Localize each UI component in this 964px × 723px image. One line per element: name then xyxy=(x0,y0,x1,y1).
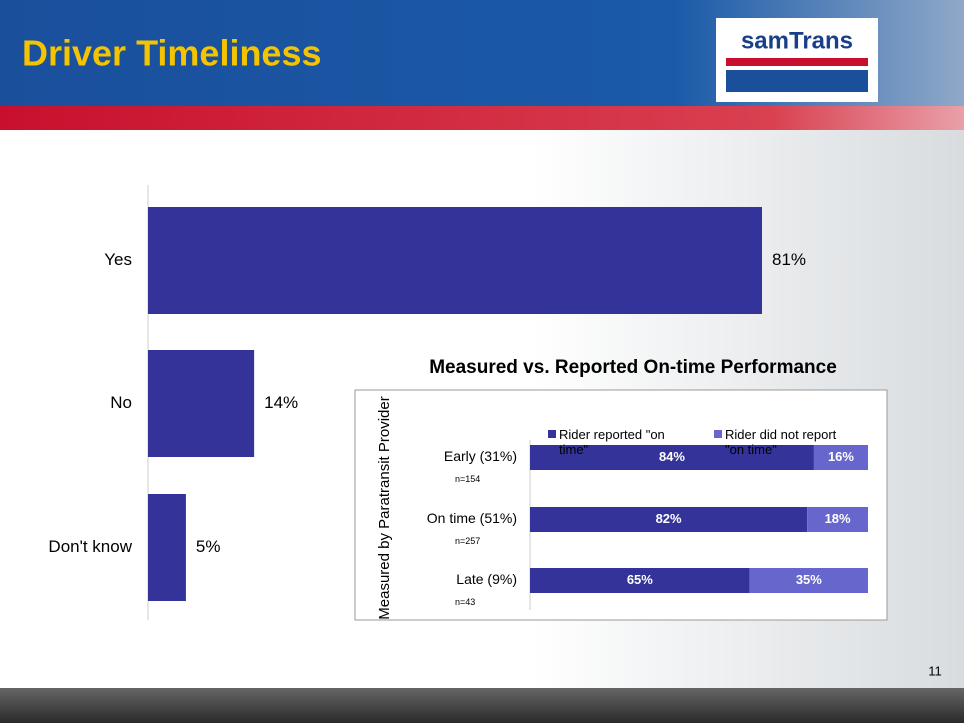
category-label: Yes xyxy=(104,250,132,269)
bar xyxy=(148,207,762,314)
category-label: Early (31%) xyxy=(444,448,517,464)
category-label: No xyxy=(110,393,132,412)
logo-stripe xyxy=(726,70,868,92)
value-label: 35% xyxy=(796,572,822,587)
sample-size: n=257 xyxy=(455,536,480,546)
legend-entry: Rider did not report "on time" xyxy=(725,427,847,457)
bar xyxy=(148,350,254,457)
category-label: Late (9%) xyxy=(456,571,517,587)
category-label: On time (51%) xyxy=(427,510,517,526)
bar xyxy=(148,494,186,601)
logo-stripe xyxy=(726,58,868,66)
sample-size: n=154 xyxy=(455,474,480,484)
legend-entry: Rider reported "on time" xyxy=(559,427,679,457)
sample-size: n=43 xyxy=(455,597,475,607)
page-number: 11 xyxy=(928,663,942,678)
slide: Driver Timeliness samTrans 11 Measured v… xyxy=(0,0,964,723)
slide-graphics: Driver Timeliness samTrans 11 Measured v… xyxy=(0,0,964,723)
value-label: 14% xyxy=(264,393,298,412)
inset-title: Measured vs. Reported On-time Performanc… xyxy=(429,357,837,378)
legend-swatch xyxy=(714,430,722,438)
red-stripe xyxy=(0,106,964,130)
value-label: 81% xyxy=(772,250,806,269)
footer-band xyxy=(0,688,964,723)
slide-title: Driver Timeliness xyxy=(22,33,322,74)
value-label: 5% xyxy=(196,537,221,556)
category-label: Don't know xyxy=(48,537,132,556)
legend-swatch xyxy=(548,430,556,438)
logo-text: samTrans xyxy=(741,27,853,54)
value-label: 18% xyxy=(825,511,851,526)
value-label: 82% xyxy=(656,511,682,526)
value-label: 65% xyxy=(627,572,653,587)
y-axis-label: Measured by Paratransit Provider xyxy=(376,396,393,619)
